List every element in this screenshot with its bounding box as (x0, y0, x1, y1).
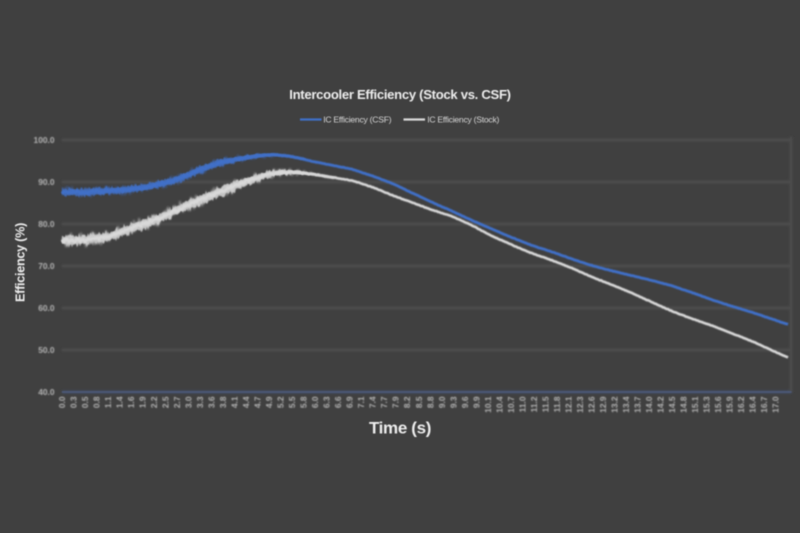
svg-text:9.6: 9.6 (460, 396, 470, 408)
svg-text:10.4: 10.4 (494, 396, 504, 413)
svg-text:2.5: 2.5 (161, 396, 171, 408)
svg-text:9.9: 9.9 (471, 396, 481, 408)
svg-text:12.6: 12.6 (586, 396, 596, 413)
svg-text:4.1: 4.1 (230, 396, 240, 408)
svg-text:60.0: 60.0 (38, 303, 55, 313)
svg-text:2.7: 2.7 (172, 396, 182, 408)
svg-text:11.8: 11.8 (552, 396, 562, 412)
svg-text:90.0: 90.0 (38, 177, 55, 187)
svg-text:15.1: 15.1 (690, 396, 700, 413)
svg-text:7.7: 7.7 (379, 396, 389, 408)
svg-text:1.1: 1.1 (103, 396, 113, 408)
svg-text:9.0: 9.0 (437, 396, 447, 408)
svg-text:0.5: 0.5 (80, 396, 90, 408)
svg-text:14.8: 14.8 (679, 396, 689, 413)
svg-text:10.1: 10.1 (483, 396, 493, 413)
svg-text:4.4: 4.4 (241, 396, 251, 408)
svg-text:13.2: 13.2 (609, 396, 619, 413)
svg-text:80.0: 80.0 (38, 219, 55, 229)
svg-text:16.7: 16.7 (759, 396, 769, 413)
svg-text:7.9: 7.9 (391, 396, 401, 408)
svg-text:10.7: 10.7 (506, 396, 516, 413)
svg-text:12.1: 12.1 (563, 396, 573, 413)
svg-text:8.5: 8.5 (414, 396, 424, 408)
svg-text:0.3: 0.3 (68, 396, 78, 408)
svg-text:40.0: 40.0 (38, 387, 55, 397)
svg-text:50.0: 50.0 (38, 345, 55, 355)
svg-text:14.5: 14.5 (667, 396, 677, 413)
svg-text:100.0: 100.0 (34, 135, 55, 145)
svg-text:0.0: 0.0 (57, 396, 67, 408)
svg-text:1.9: 1.9 (138, 396, 148, 408)
svg-text:12.3: 12.3 (575, 396, 585, 413)
svg-text:Efficiency (%): Efficiency (%) (14, 223, 28, 302)
svg-text:3.3: 3.3 (195, 396, 205, 408)
svg-text:8.8: 8.8 (425, 396, 435, 408)
svg-text:15.6: 15.6 (713, 396, 723, 413)
svg-text:5.2: 5.2 (276, 396, 286, 408)
svg-text:12.9: 12.9 (598, 396, 608, 413)
svg-text:14.0: 14.0 (644, 396, 654, 413)
svg-text:Time (s): Time (s) (369, 419, 431, 438)
svg-text:16.4: 16.4 (748, 396, 758, 413)
svg-text:7.4: 7.4 (368, 396, 378, 408)
svg-text:6.6: 6.6 (333, 396, 343, 408)
svg-text:8.2: 8.2 (402, 396, 412, 408)
svg-text:70.0: 70.0 (38, 261, 55, 271)
svg-text:5.8: 5.8 (299, 396, 309, 408)
svg-text:11.0: 11.0 (517, 396, 527, 412)
svg-text:17.0: 17.0 (771, 396, 781, 413)
svg-text:IC Efficiency (CSF): IC Efficiency (CSF) (323, 115, 392, 125)
svg-text:1.4: 1.4 (115, 396, 125, 408)
svg-text:2.2: 2.2 (149, 396, 159, 408)
svg-text:4.9: 4.9 (264, 396, 274, 408)
svg-text:11.2: 11.2 (529, 396, 539, 412)
svg-text:14.2: 14.2 (656, 396, 666, 413)
svg-text:3.0: 3.0 (184, 396, 194, 408)
svg-text:11.5: 11.5 (540, 396, 550, 412)
svg-text:16.2: 16.2 (736, 396, 746, 413)
svg-text:1.6: 1.6 (126, 396, 136, 408)
svg-text:4.7: 4.7 (253, 396, 263, 408)
svg-text:Intercooler Efficiency (Stock: Intercooler Efficiency (Stock vs. CSF) (289, 87, 510, 102)
svg-text:3.6: 3.6 (207, 396, 217, 408)
svg-text:6.0: 6.0 (310, 396, 320, 408)
svg-text:0.8: 0.8 (91, 396, 101, 408)
svg-text:13.7: 13.7 (633, 396, 643, 413)
svg-text:15.3: 15.3 (702, 396, 712, 413)
svg-text:IC Efficiency (Stock): IC Efficiency (Stock) (427, 115, 499, 125)
svg-text:5.5: 5.5 (287, 396, 297, 408)
svg-text:15.9: 15.9 (725, 396, 735, 413)
svg-text:13.4: 13.4 (621, 396, 631, 413)
svg-text:3.8: 3.8 (218, 396, 228, 408)
svg-text:9.3: 9.3 (448, 396, 458, 408)
svg-text:6.3: 6.3 (322, 396, 332, 408)
svg-text:6.9: 6.9 (345, 396, 355, 408)
svg-text:7.1: 7.1 (356, 396, 366, 408)
